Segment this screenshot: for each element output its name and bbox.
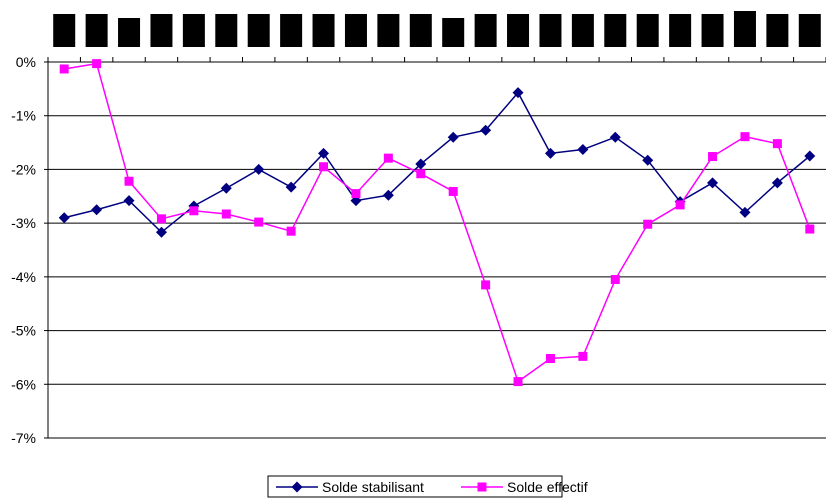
redacted-x-label: [733, 11, 756, 47]
data-point-square: [286, 226, 296, 236]
data-point-diamond: [415, 158, 427, 170]
data-point-square: [351, 189, 361, 199]
legend-entry: Solde effectif: [461, 479, 588, 495]
series-line: [64, 62, 811, 383]
redacted-x-label: [474, 14, 497, 47]
data-point-square: [254, 217, 264, 227]
redacted-x-label: [280, 14, 303, 47]
data-point-diamond: [447, 131, 459, 143]
redacted-x-label: [312, 14, 335, 47]
data-point-diamond: [291, 481, 303, 493]
redacted-x-label: [377, 14, 400, 47]
y-tick-label: -7%: [11, 430, 36, 446]
data-point-square: [740, 132, 750, 142]
y-tick-label: -1%: [11, 108, 36, 124]
data-point-square: [448, 186, 458, 196]
redacted-x-label: [669, 14, 692, 47]
data-point-square: [675, 200, 685, 210]
data-point-square: [477, 482, 487, 492]
redacted-x-labels: [53, 11, 821, 47]
data-point-diamond: [123, 195, 135, 207]
data-point-square: [708, 152, 718, 162]
redacted-x-label: [85, 14, 108, 47]
data-point-square: [156, 214, 166, 224]
legend-entry: Solde stabilisant: [276, 479, 424, 495]
data-point-diamond: [512, 87, 524, 99]
data-point-diamond: [707, 177, 719, 189]
data-point-square: [124, 176, 134, 186]
data-point-square: [319, 162, 329, 172]
redacted-x-label: [636, 14, 659, 47]
series-solde-effectif: [59, 59, 815, 387]
redacted-x-label: [442, 18, 465, 47]
data-point-diamond: [285, 181, 297, 193]
data-point-diamond: [58, 212, 70, 224]
data-point-square: [578, 351, 588, 361]
series-lines: [58, 59, 816, 387]
data-point-diamond: [577, 144, 589, 156]
data-point-diamond: [480, 124, 492, 136]
data-point-diamond: [771, 177, 783, 189]
data-point-square: [383, 153, 393, 163]
redacted-x-label: [798, 14, 821, 47]
data-point-diamond: [91, 204, 103, 216]
redacted-x-label: [539, 14, 562, 47]
redacted-x-label: [766, 14, 789, 47]
redacted-x-label: [409, 14, 432, 47]
data-point-square: [513, 377, 523, 387]
data-point-diamond: [642, 154, 654, 166]
data-point-diamond: [544, 147, 556, 159]
y-tick-label: -3%: [11, 215, 36, 231]
redacted-x-label: [53, 14, 76, 47]
y-tick-labels: 0% -1% -2% -3% -4% -5% -6% -7%: [11, 54, 36, 446]
data-point-square: [805, 224, 815, 234]
legend-box: [267, 475, 563, 498]
y-tick-label: -6%: [11, 376, 36, 392]
redacted-x-label: [604, 14, 627, 47]
y-tick-label: -5%: [11, 323, 36, 339]
data-point-diamond: [220, 182, 232, 194]
data-point-diamond: [609, 131, 621, 143]
data-point-diamond: [318, 147, 330, 159]
y-tick-label: 0%: [16, 54, 36, 70]
y-gridlines: [48, 61, 826, 439]
redacted-x-label: [247, 14, 270, 47]
redacted-x-label: [215, 14, 238, 47]
redacted-x-label: [182, 14, 205, 47]
data-point-square: [643, 219, 653, 229]
data-point-square: [610, 275, 620, 285]
data-point-diamond: [739, 206, 751, 218]
data-point-square: [221, 209, 231, 219]
legend: Solde stabilisant Solde effectif: [267, 475, 588, 498]
data-point-square: [545, 354, 555, 364]
y-tick-label: -2%: [11, 161, 36, 177]
y-tick-label: -4%: [11, 269, 36, 285]
data-point-diamond: [804, 150, 816, 162]
series-line: [64, 91, 811, 234]
redacted-x-label: [507, 14, 530, 47]
data-point-square: [92, 59, 102, 69]
data-point-square: [416, 169, 426, 179]
data-point-diamond: [382, 189, 394, 201]
data-point-square: [481, 280, 491, 290]
data-point-diamond: [253, 163, 265, 175]
legend-label: Solde stabilisant: [322, 479, 424, 495]
data-point-square: [59, 64, 69, 74]
redacted-x-label: [118, 18, 141, 47]
redacted-x-label: [344, 14, 367, 47]
legend-label: Solde effectif: [507, 479, 588, 495]
data-point-square: [189, 206, 199, 216]
axes: [44, 57, 826, 439]
data-point-square: [772, 139, 782, 149]
data-point-diamond: [155, 226, 167, 238]
redacted-x-label: [571, 14, 594, 47]
series-solde-stabilisant: [58, 87, 816, 238]
redacted-x-label: [150, 14, 173, 47]
redacted-x-label: [701, 14, 724, 47]
